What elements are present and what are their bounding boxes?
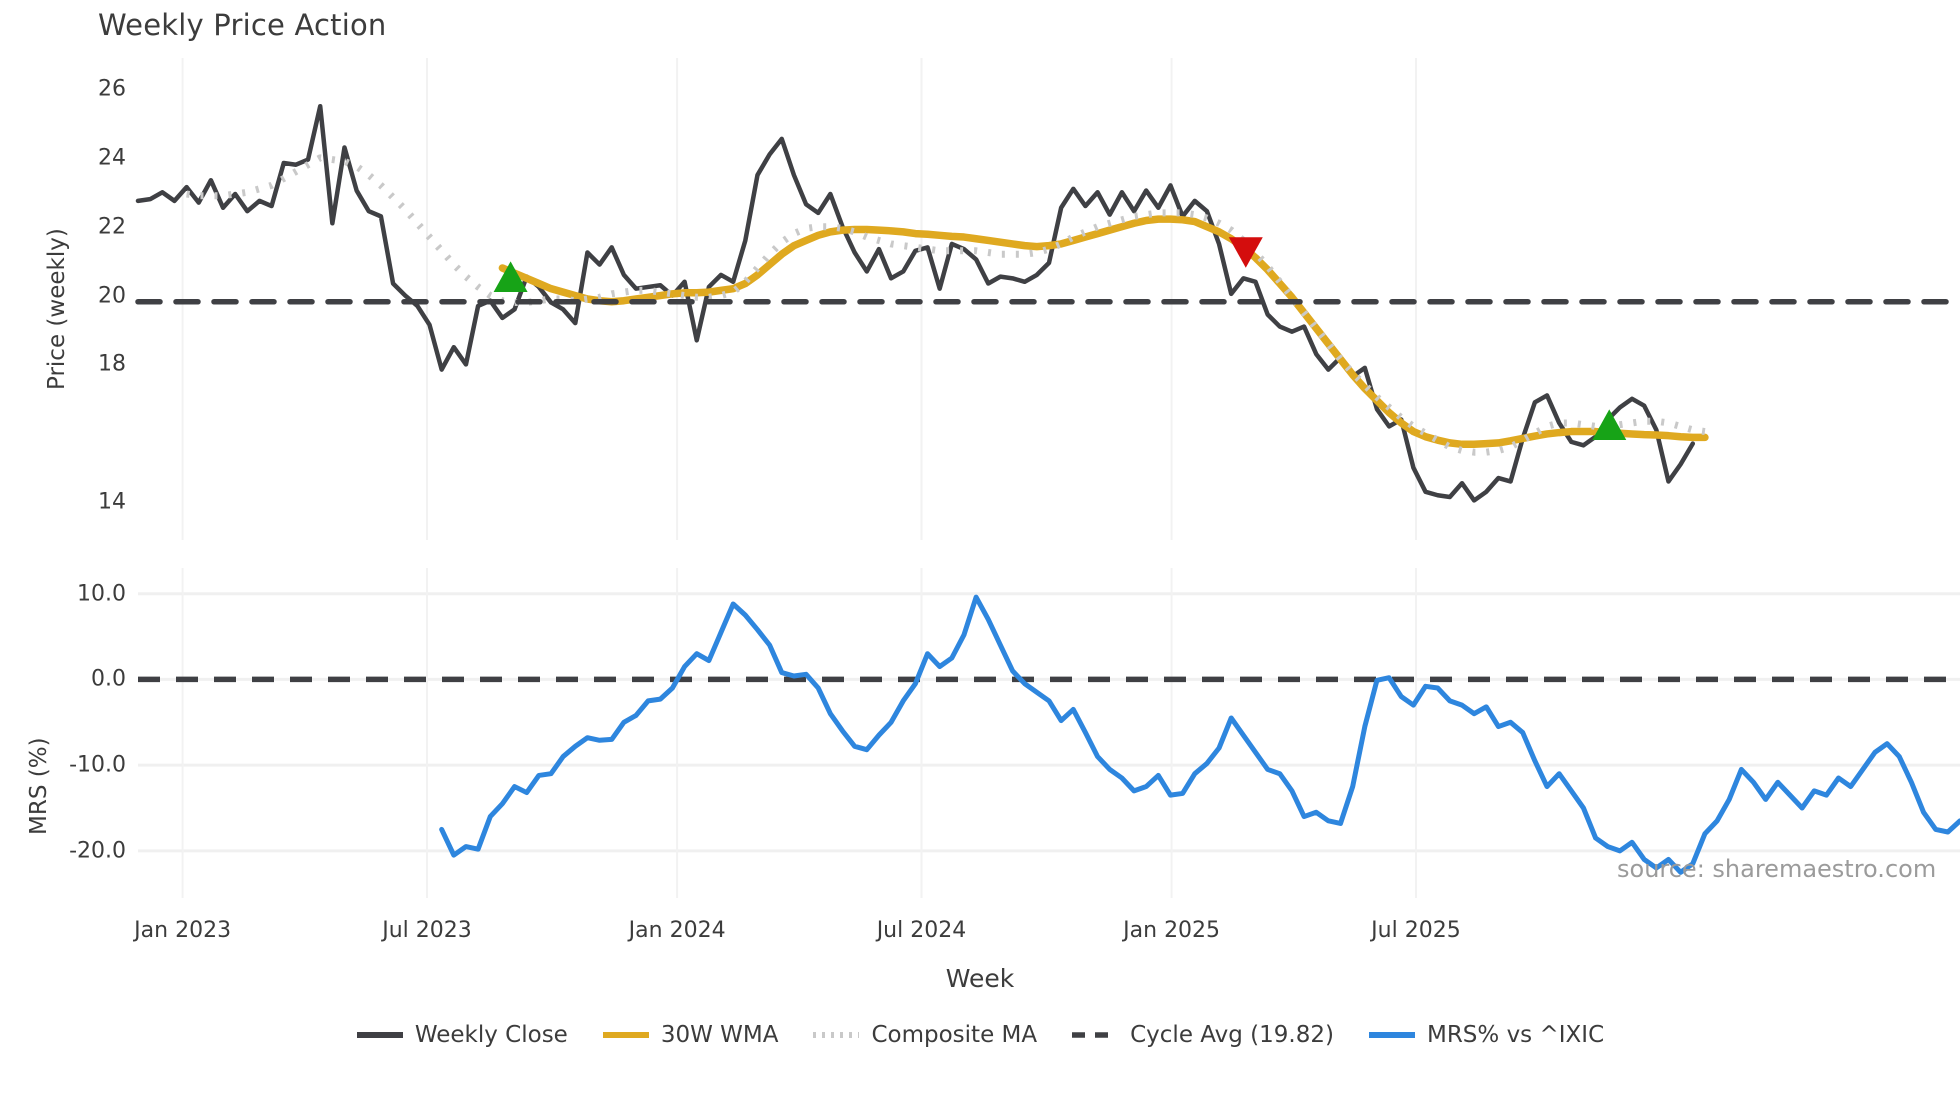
legend-item-30w-wma[interactable]: 30W WMA: [602, 1022, 779, 1048]
mrs-ytick: 0.0: [91, 666, 126, 692]
legend-swatch-icon: [1071, 1026, 1119, 1044]
sell-marker: [1228, 237, 1263, 268]
legend-item-weekly-close[interactable]: Weekly Close: [356, 1022, 568, 1048]
legend-label: 30W WMA: [660, 1022, 779, 1048]
mrs-axis-label: MRS (%): [26, 737, 52, 835]
x-axis-tick: Jan 2024: [628, 918, 726, 943]
legend-swatch-icon: [812, 1026, 860, 1044]
buy-marker: [1592, 409, 1627, 440]
legend-item-composite-ma[interactable]: Composite MA: [812, 1022, 1037, 1048]
legend-swatch-icon: [356, 1026, 404, 1044]
mrs-ytick: -10.0: [69, 752, 126, 778]
x-axis-tick: Jul 2023: [382, 918, 472, 943]
legend-label: MRS% vs ^IXIC: [1426, 1022, 1605, 1048]
legend-label: Composite MA: [871, 1022, 1038, 1048]
source-watermark: source: sharemaestro.com: [1617, 855, 1937, 883]
mrs-plot-area: [138, 568, 1960, 898]
x-axis-tick: Jan 2023: [134, 918, 232, 943]
legend-label: Weekly Close: [414, 1022, 568, 1048]
price-panel: 26 24 22 20 18 14: [98, 58, 1960, 540]
mrs-ytick: -20.0: [69, 838, 126, 864]
mrs-panel: 10.0 0.0 -10.0 -20.0 Jan 2023 Jul 2023 Jan 202…: [69, 568, 1960, 943]
price-ytick: 26: [98, 76, 126, 102]
price-ytick: 24: [98, 145, 126, 171]
price-ytick: 20: [98, 283, 126, 309]
legend-swatch-icon: [1368, 1026, 1416, 1044]
series-weekly-close: [135, 103, 1696, 503]
price-axis-label: Price (weekly): [44, 228, 70, 390]
chart-legend: Weekly Close 30W WMA Composite MA Cycle Avg…: [0, 1022, 1960, 1048]
series-mrs: [439, 594, 1960, 875]
x-axis-tick: Jul 2025: [1371, 918, 1461, 943]
series-30w-wma: [498, 215, 1709, 449]
mrs-ytick: 10.0: [77, 581, 126, 607]
legend-item-mrs-vs-ixic[interactable]: MRS% vs ^IXIC: [1368, 1022, 1604, 1048]
price-plot-area: [135, 58, 1960, 540]
legend-item-cycle-avg-19-82[interactable]: Cycle Avg (19.82): [1071, 1022, 1334, 1048]
x-axis-tick: Jul 2024: [876, 918, 967, 943]
x-axis-label: Week: [945, 964, 1015, 993]
buy-marker: [493, 261, 528, 292]
price-ytick: 22: [98, 214, 126, 240]
price-ytick: 14: [98, 489, 126, 515]
legend-swatch-icon: [602, 1026, 650, 1044]
x-axis-tick: Jan 2025: [1123, 918, 1221, 943]
price-ytick: 18: [98, 351, 126, 377]
chart-title: Weekly Price Action: [98, 8, 387, 42]
legend-label: Cycle Avg (19.82): [1130, 1022, 1334, 1048]
